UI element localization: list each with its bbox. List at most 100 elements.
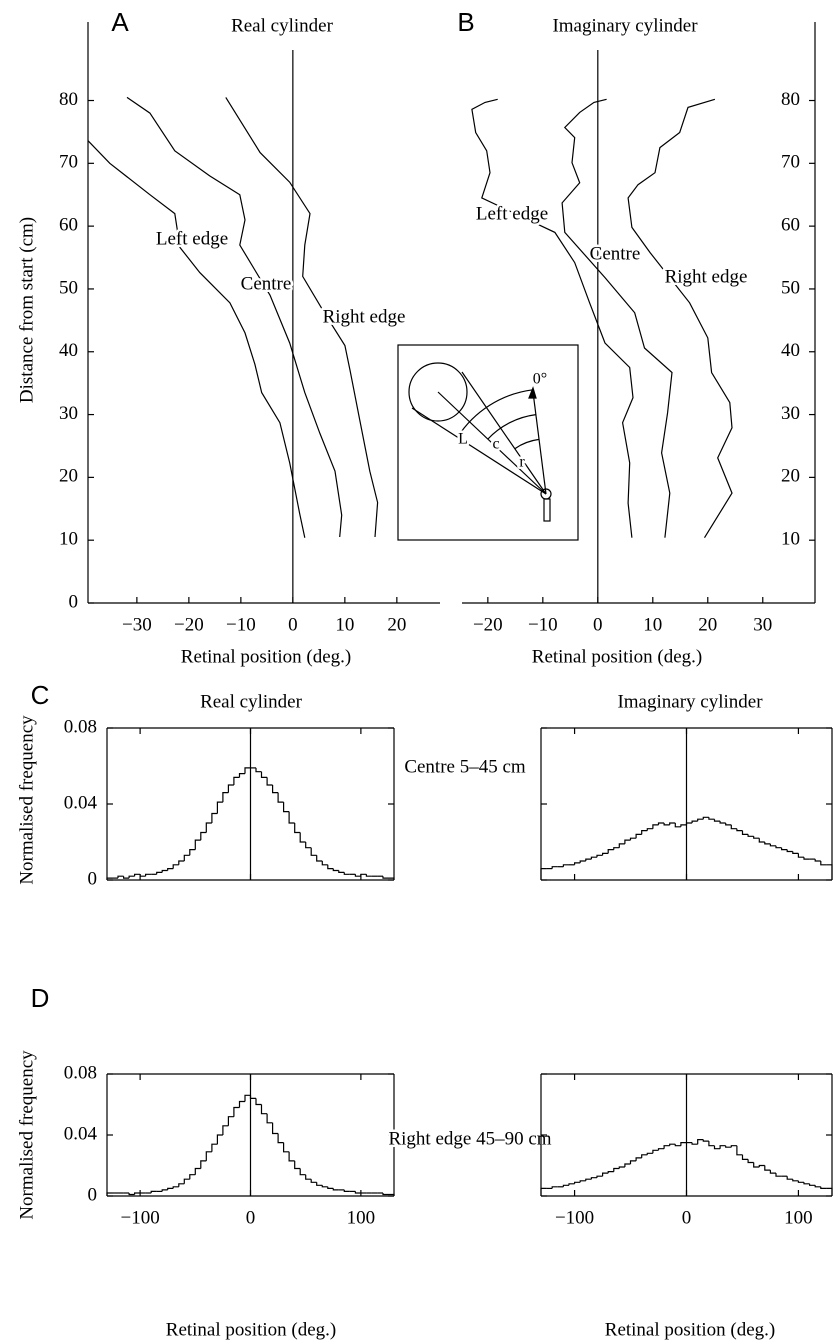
histogram-bar — [680, 1142, 687, 1146]
ray-zero — [532, 391, 547, 495]
histogram-bar — [803, 1182, 810, 1185]
histogram-bar — [117, 875, 124, 879]
y-tick-label: 30 — [781, 403, 800, 424]
histogram-bar — [736, 828, 743, 832]
data-line — [87, 140, 306, 538]
histogram-bar — [641, 1154, 648, 1158]
y-tick-label: 60 — [59, 214, 78, 235]
histogram-bar — [145, 873, 152, 877]
x-tick-label: 100 — [784, 1207, 813, 1228]
inset-frame — [397, 344, 579, 541]
histogram-bar — [585, 858, 592, 861]
x-tick-label: 0 — [682, 1207, 692, 1228]
histogram-bar — [172, 864, 179, 869]
ray-left — [411, 407, 547, 495]
histogram-bar — [134, 1192, 141, 1195]
line-label: Right edge — [665, 266, 748, 287]
histogram-bar — [725, 823, 732, 826]
histogram-bar — [316, 855, 323, 862]
histogram-bar — [310, 847, 317, 856]
histogram-bar — [194, 1167, 201, 1175]
histogram-bar — [646, 1152, 653, 1155]
histogram-bar — [183, 1178, 190, 1184]
histogram-bar — [283, 1142, 290, 1153]
histogram-bar — [685, 822, 693, 825]
histogram-bar — [680, 824, 687, 827]
histogram-bar — [574, 1181, 581, 1184]
histogram-bar — [178, 1183, 185, 1187]
histogram-bar — [635, 833, 642, 839]
histogram-bar — [758, 1164, 765, 1167]
histogram-bar — [657, 822, 665, 825]
histogram-bar — [178, 860, 185, 865]
histogram-bar — [183, 854, 190, 861]
histogram-bar — [730, 824, 737, 830]
histogram-bar — [260, 771, 268, 778]
data-line — [561, 98, 673, 538]
inset-label: L — [458, 431, 468, 448]
histogram-bar — [244, 767, 251, 774]
histogram-bar — [741, 1154, 749, 1160]
histogram-bar — [697, 1139, 704, 1145]
histogram-bar — [332, 1188, 339, 1191]
histogram-bar — [128, 1193, 135, 1196]
line-label: Right edge — [323, 306, 406, 327]
histogram-bar — [769, 843, 776, 847]
histogram-bar — [106, 877, 113, 880]
histogram-bar — [562, 864, 569, 867]
histogram-bar — [332, 868, 339, 872]
histogram-bar — [327, 864, 334, 870]
y-axis-label: Normalised frequency — [16, 715, 37, 885]
histogram-bar — [775, 845, 782, 849]
histogram-bar — [747, 834, 754, 837]
histogram-bar — [365, 874, 372, 877]
histogram-bar — [266, 777, 273, 786]
histogram-bar — [150, 1190, 157, 1193]
inset-diagram — [397, 344, 579, 541]
histogram-bar — [283, 802, 290, 813]
histogram-bar — [708, 1141, 715, 1147]
y-tick-label: 40 — [59, 340, 78, 361]
histogram-bar — [590, 856, 597, 860]
histogram-bar — [299, 832, 306, 843]
histogram-bar — [741, 830, 749, 835]
histogram-bar — [255, 1098, 262, 1106]
histogram-bar — [156, 871, 163, 875]
y-tick-label: 0 — [69, 591, 79, 612]
y-tick-label: 70 — [59, 152, 78, 173]
histogram-bar — [238, 1100, 245, 1108]
y-tick-label: 20 — [781, 466, 800, 487]
histogram-bar — [189, 1174, 196, 1180]
histogram-bar — [719, 821, 726, 824]
histogram-bar — [551, 1186, 558, 1189]
y-tick-label: 0.04 — [64, 1123, 98, 1144]
histogram-bar — [753, 1162, 760, 1168]
histogram-bar — [216, 801, 223, 814]
y-tick-label: 80 — [59, 89, 78, 110]
x-tick-label: 20 — [698, 614, 717, 635]
histogram-bar — [624, 839, 631, 844]
histogram-bar — [382, 876, 389, 879]
histogram-bar — [200, 831, 207, 841]
histogram-bar — [652, 1149, 659, 1154]
x-axis-label: Retinal position (deg.) — [605, 1319, 775, 1340]
histogram-bar — [321, 861, 328, 866]
histogram-bar — [388, 877, 395, 880]
histogram-bar — [629, 837, 637, 841]
line-label: Left edge — [476, 203, 548, 224]
histogram-bar — [809, 1183, 816, 1186]
panel-title: Real cylinder — [231, 15, 333, 36]
histogram-bar — [618, 1166, 625, 1169]
histogram-bar — [674, 823, 681, 828]
histogram-bar — [200, 1160, 207, 1169]
histogram-bar — [266, 1113, 273, 1124]
histogram-bar — [123, 876, 130, 879]
x-tick-label: 100 — [347, 1207, 376, 1228]
panel-label: C — [31, 680, 50, 710]
y-tick-label: 0.08 — [64, 1062, 97, 1083]
x-axis-label: Retinal position (deg.) — [532, 646, 702, 667]
histogram-bar — [663, 823, 670, 826]
histogram-bar — [613, 847, 620, 850]
y-tick-label: 40 — [781, 340, 800, 361]
histogram-bar — [382, 1193, 389, 1196]
